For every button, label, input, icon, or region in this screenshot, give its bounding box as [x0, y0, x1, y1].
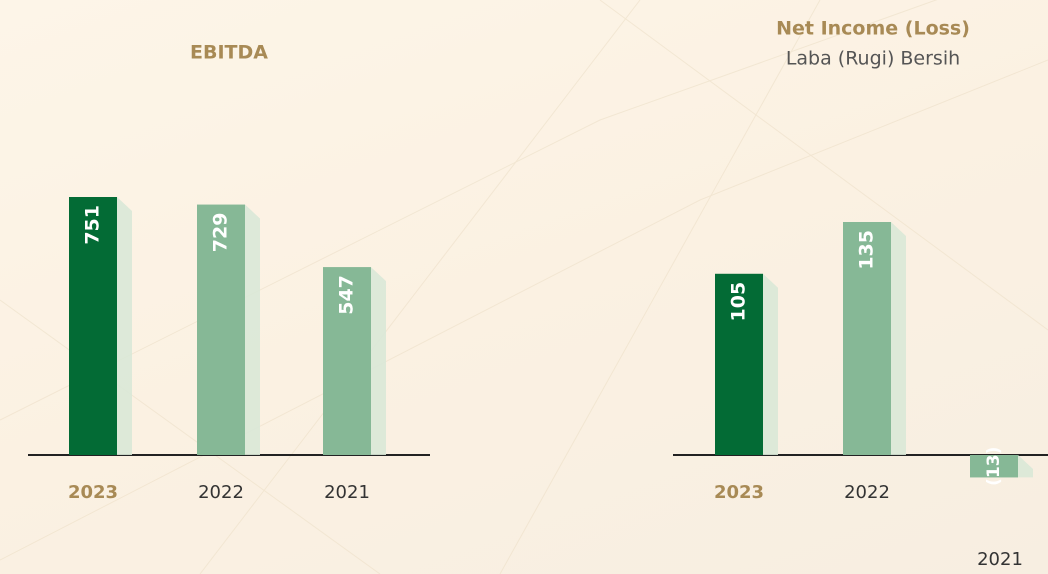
x-tick-label: 2022: [844, 482, 890, 503]
bar: [715, 273, 763, 455]
x-tick-label: 2022: [198, 482, 244, 503]
value-label: 547: [336, 275, 358, 315]
bar-side: [117, 197, 132, 455]
value-label: (13): [984, 447, 1004, 486]
value-label: 729: [210, 213, 232, 253]
bar-side: [763, 273, 778, 455]
chart-title: Net Income (Loss): [776, 18, 970, 40]
value-label: 135: [856, 230, 878, 270]
bar: [970, 455, 1018, 478]
bar-side: [245, 204, 260, 455]
bar: [197, 204, 245, 455]
bar-side: [1018, 455, 1033, 478]
bar: [843, 222, 891, 455]
bar-side: [371, 267, 386, 455]
bar: [323, 267, 371, 455]
bar: [69, 197, 117, 455]
chart-title: EBITDA: [190, 42, 268, 64]
x-tick-label: 2021: [977, 549, 1023, 570]
x-tick-label: 2023: [714, 482, 764, 503]
value-label: 751: [82, 205, 104, 245]
value-label: 105: [728, 282, 750, 322]
chart-subtitle: Laba (Rugi) Bersih: [786, 48, 960, 70]
x-tick-label: 2021: [324, 482, 370, 503]
bar-side: [891, 222, 906, 455]
x-tick-label: 2023: [68, 482, 118, 503]
